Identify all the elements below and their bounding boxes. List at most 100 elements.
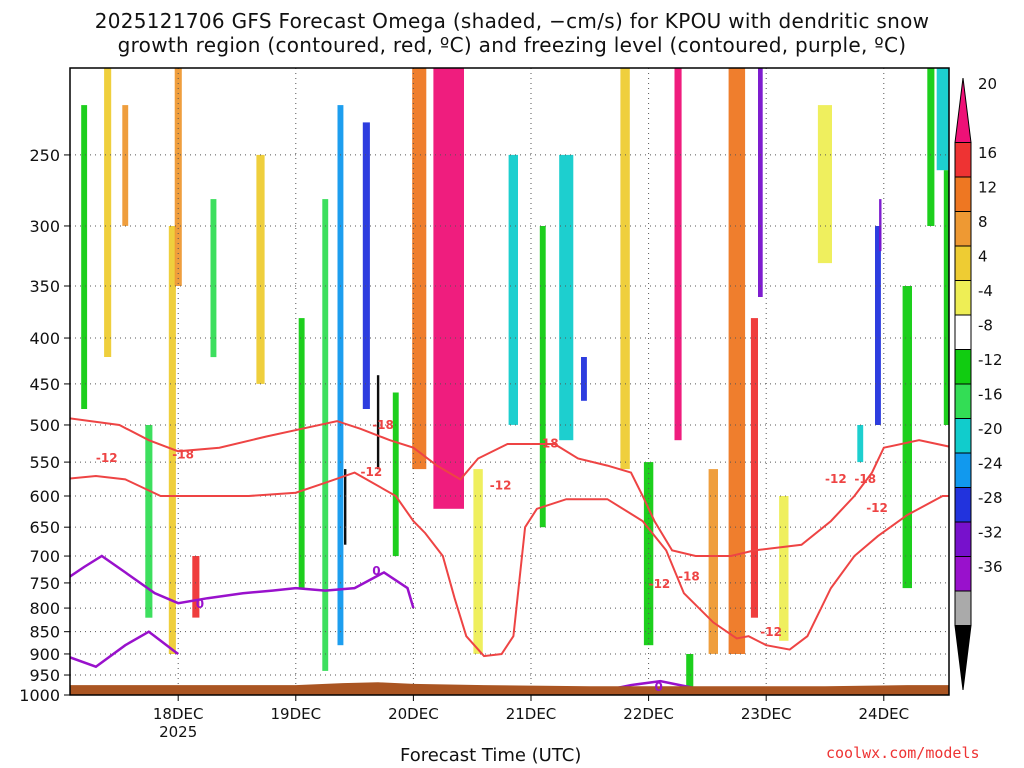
terrain-fill xyxy=(70,682,949,695)
omega-strip xyxy=(708,469,718,654)
x-tick-label: 23DEC xyxy=(741,705,792,723)
colorbar-swatch xyxy=(954,245,972,281)
colorbar-tick-label: 8 xyxy=(978,213,988,231)
y-tick-label: 650 xyxy=(29,518,60,537)
colorbar-tick-label: -36 xyxy=(978,558,1003,576)
colorbar-tick-label: -16 xyxy=(978,386,1003,404)
omega-strip xyxy=(210,199,217,358)
omega-strip xyxy=(902,286,912,589)
omega-strip xyxy=(192,556,200,618)
y-tick-label: 500 xyxy=(29,416,60,435)
omega-strip xyxy=(817,105,832,264)
omega-strip xyxy=(412,68,427,470)
y-tick-label: 900 xyxy=(29,645,60,664)
omega-strip xyxy=(376,375,380,470)
y-tick-label: 550 xyxy=(29,453,60,472)
omega-strip xyxy=(674,68,682,441)
x-tick-label: 19DEC xyxy=(270,705,321,723)
freezing-level-label: 0 xyxy=(196,597,204,611)
omega-strip xyxy=(337,105,344,646)
omega-strip xyxy=(392,392,399,557)
omega-strip xyxy=(81,105,88,409)
y-tick-label: 850 xyxy=(29,623,60,642)
x-tick-label: 21DEC xyxy=(506,705,557,723)
colorbar-tick-label: -20 xyxy=(978,420,1003,438)
y-tick-label: 750 xyxy=(29,574,60,593)
dendritic-contour-label: -18 xyxy=(172,448,194,462)
dendritic-contour-label: -18 xyxy=(678,569,700,583)
y-tick-label: 1000 xyxy=(19,686,60,705)
colorbar-tick-label: 4 xyxy=(978,248,988,266)
omega-strip xyxy=(298,318,305,589)
omega-strip xyxy=(728,68,746,654)
colorbar-swatch xyxy=(954,142,972,178)
freezing-level-contour xyxy=(70,554,415,609)
omega-strip xyxy=(581,357,587,401)
freezing-level-contour-low xyxy=(70,630,179,669)
omega-strip xyxy=(686,654,694,688)
colorbar-swatch xyxy=(954,590,972,626)
dendritic-contour-label: -18 xyxy=(854,472,876,486)
x-tick-label: 22DEC xyxy=(623,705,674,723)
dendritic-contour-label: -12 xyxy=(825,472,847,486)
omega-strip xyxy=(879,199,882,252)
y-tick-label: 600 xyxy=(29,487,60,506)
freezing-level-label: 0 xyxy=(372,564,380,578)
y-tick-label: 400 xyxy=(29,329,60,348)
omega-strip xyxy=(943,170,949,425)
omega-strip xyxy=(620,68,630,470)
omega-strip xyxy=(433,68,464,509)
colorbar-swatch xyxy=(954,383,972,419)
colorbar-swatch xyxy=(954,556,972,592)
omega-strip xyxy=(857,425,864,463)
omega-strip xyxy=(362,122,370,410)
omega-strip xyxy=(168,226,176,654)
x-tick-label: 24DEC xyxy=(858,705,909,723)
y-tick-label: 800 xyxy=(29,599,60,618)
colorbar-swatch xyxy=(954,521,972,557)
omega-strip xyxy=(936,68,949,171)
omega-strip xyxy=(322,199,329,671)
omega-strip xyxy=(927,68,935,226)
colorbar-tick-label: 20 xyxy=(978,75,997,93)
omega-strip xyxy=(758,68,763,297)
omega-strip xyxy=(256,154,265,384)
colorbar-tick-label: -12 xyxy=(978,351,1003,369)
colorbar-swatch xyxy=(954,625,972,691)
colorbar-tick-label: -32 xyxy=(978,524,1003,542)
chart-title-line-1: 2025121706 GFS Forecast Omega (shaded, −… xyxy=(94,9,930,33)
dendritic-contour-label: -12 xyxy=(649,577,671,591)
omega-strip xyxy=(145,425,153,618)
chart-title-line-2: growth region (contoured, red, ºC) and f… xyxy=(117,33,907,57)
colorbar-tick-label: 16 xyxy=(978,144,997,162)
dendritic-contour-bottom xyxy=(70,471,949,658)
omega-strip xyxy=(104,68,112,357)
x-axis-label: Forecast Time (UTC) xyxy=(400,745,582,766)
freezing-level-label: 0 xyxy=(655,680,663,694)
omega-strip xyxy=(174,68,182,286)
y-tick-label: 350 xyxy=(29,277,60,296)
dendritic-contour-label: -12 xyxy=(760,625,782,639)
omega-strip xyxy=(473,469,483,654)
dendritic-contour-label: -12 xyxy=(866,501,888,515)
colorbar-tick-label: -28 xyxy=(978,489,1003,507)
y-tick-label: 300 xyxy=(29,217,60,236)
x-year-label: 2025 xyxy=(159,723,197,741)
dendritic-contour-label: -18 xyxy=(537,437,559,451)
omega-strip xyxy=(750,318,758,618)
plot-frame xyxy=(69,67,950,696)
colorbar-swatch xyxy=(954,452,972,488)
colorbar-tick-label: -8 xyxy=(978,317,993,335)
y-tick-label: 700 xyxy=(29,547,60,566)
dendritic-contour-label: -12 xyxy=(490,478,512,492)
credit-link[interactable]: coolwx.com/models xyxy=(826,744,980,762)
omega-strip xyxy=(508,154,518,425)
colorbar-swatch xyxy=(954,211,972,247)
colorbar-swatch xyxy=(954,418,972,454)
y-tick-label: 950 xyxy=(29,666,60,685)
y-tick-label: 450 xyxy=(29,375,60,394)
colorbar-tick-label: -4 xyxy=(978,282,993,300)
dendritic-contour-label: -12 xyxy=(361,465,383,479)
colorbar-swatch xyxy=(954,77,972,143)
colorbar-swatch xyxy=(954,314,972,350)
